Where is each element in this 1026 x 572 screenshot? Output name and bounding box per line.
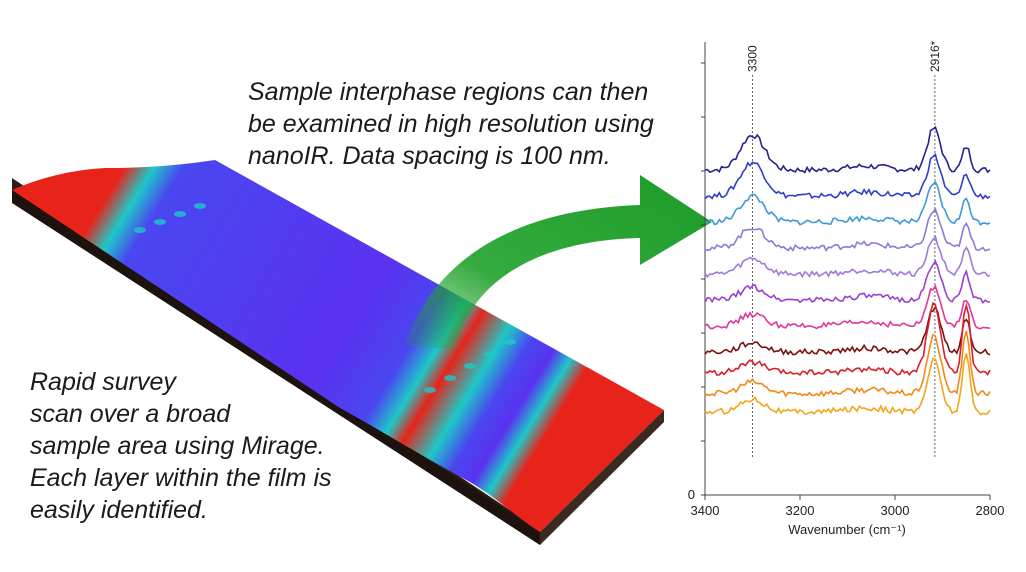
spectrum-line	[704, 153, 991, 200]
spectrum-line	[704, 301, 991, 376]
nanoir-spectra-chart: 0 3400 3200 3000 2800 Wavenumber (cm⁻¹) 330…	[688, 40, 1005, 537]
y-axis-ticks	[701, 62, 705, 496]
caption-mirage-line: scan over a broad	[30, 400, 231, 428]
band-texture	[134, 203, 516, 393]
peak-reference-lines: 3300 2916*	[746, 40, 942, 458]
caption-nanoir-line: be examined in high resolution using	[248, 110, 654, 138]
caption-mirage-line: Each layer within the film is	[30, 464, 332, 492]
spectra-series	[704, 125, 991, 416]
spectrum-line	[704, 234, 991, 279]
spectrum-line	[704, 207, 991, 252]
mirage-survey-map	[12, 160, 664, 545]
x-tick-label: 3200	[786, 503, 815, 518]
spectrum-line	[704, 284, 991, 330]
spectrum-line	[704, 180, 991, 226]
spectrum-line	[704, 353, 991, 416]
caption-nanoir-line: Sample interphase regions can then	[248, 78, 649, 106]
x-axis-label: Wavenumber (cm⁻¹)	[788, 522, 906, 537]
y-tick-label-zero: 0	[688, 487, 695, 502]
x-axis-ticks: 3400 3200 3000 2800	[691, 495, 1005, 518]
block-long-side	[12, 190, 540, 545]
peak-label: 3300	[746, 45, 760, 72]
caption-mirage-line: sample area using Mirage.	[30, 432, 325, 460]
block-top-surface	[12, 160, 664, 532]
peak-label: 2916*	[928, 40, 942, 72]
spectrum-line	[704, 125, 991, 174]
x-tick-label: 3400	[691, 503, 720, 518]
caption-nanoir-line: nanoIR. Data spacing is 100 nm.	[248, 142, 611, 170]
spectrum-line	[704, 330, 991, 398]
caption-mirage: Rapid survey scan over a broad sample ar…	[30, 366, 390, 526]
curved-arrow-icon	[405, 175, 712, 350]
block-right-side	[540, 410, 664, 545]
x-tick-label: 3000	[881, 503, 910, 518]
x-tick-label: 2800	[976, 503, 1005, 518]
spectrum-line	[704, 259, 991, 305]
caption-nanoir: Sample interphase regions can then be ex…	[248, 76, 698, 172]
spectrum-line	[704, 305, 991, 356]
caption-mirage-line: Rapid survey	[30, 368, 176, 396]
caption-mirage-line: easily identified.	[30, 496, 208, 524]
